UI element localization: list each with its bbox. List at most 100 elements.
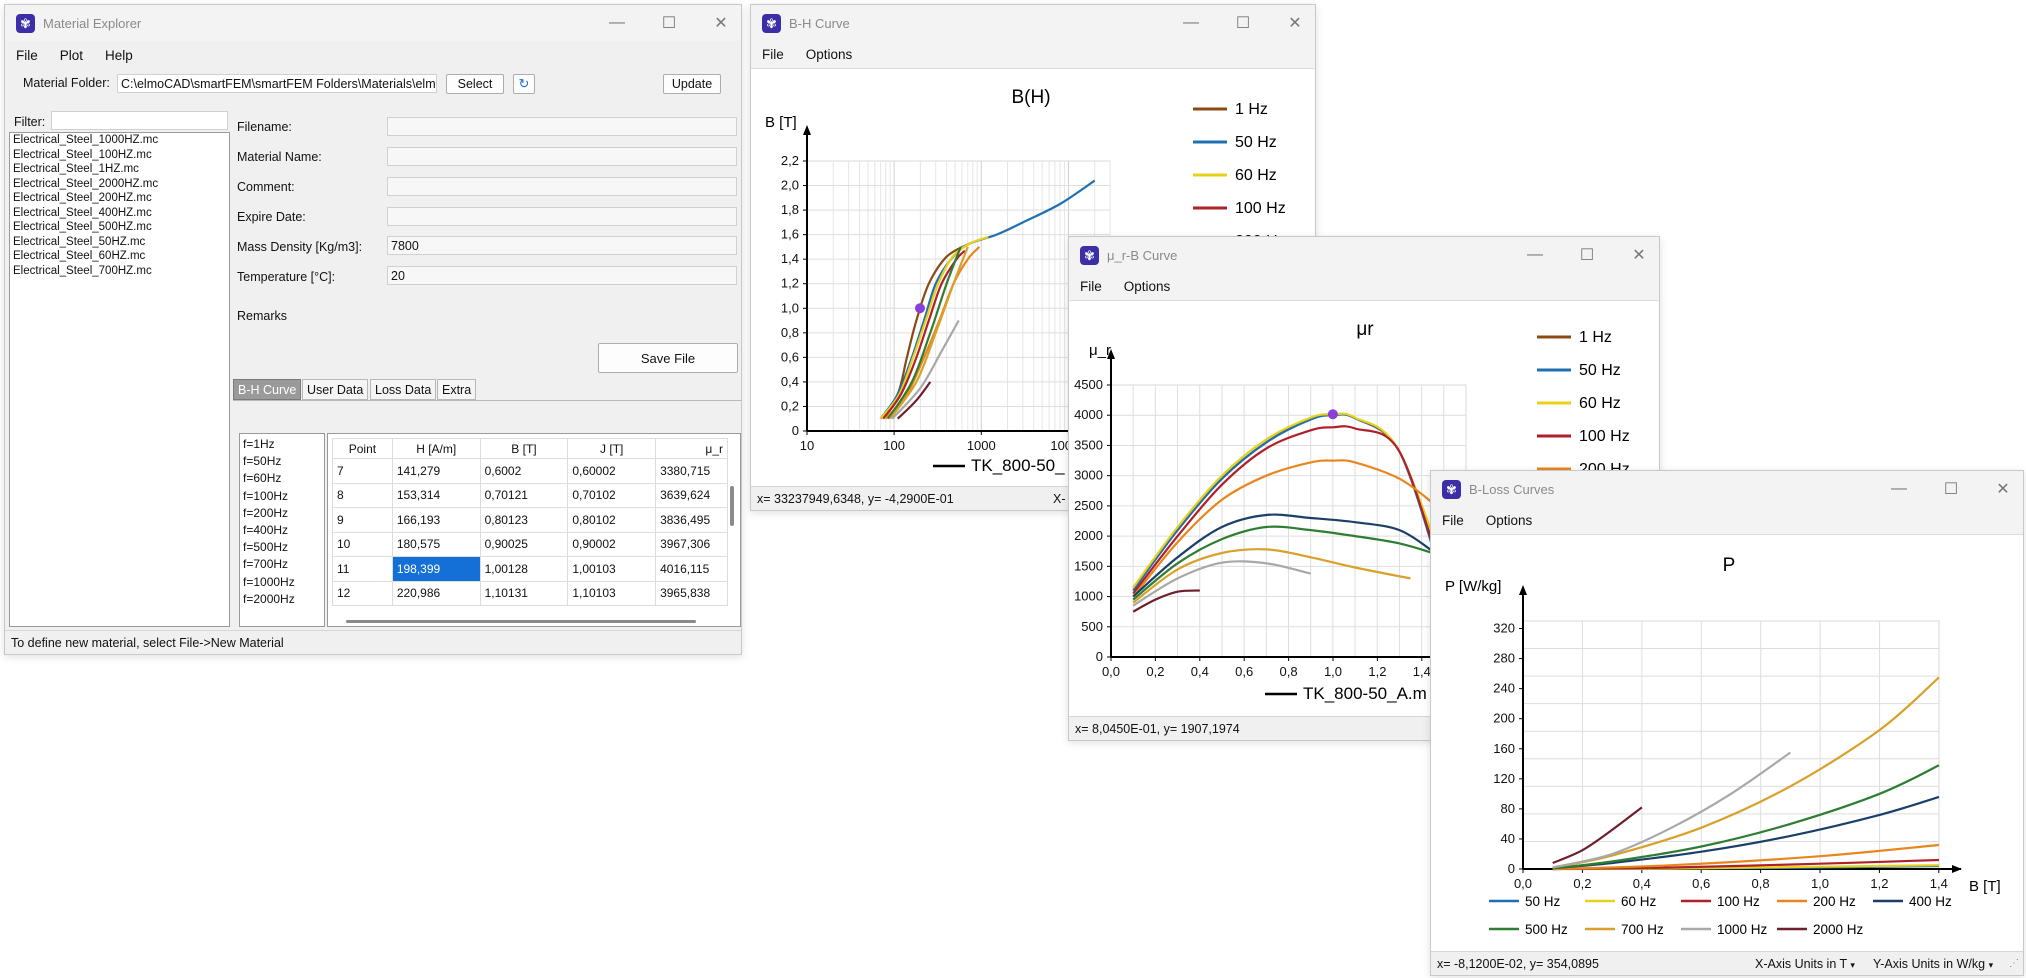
maximize-icon[interactable]: ☐ — [1943, 481, 1959, 498]
close-icon[interactable]: ✕ — [714, 15, 728, 32]
list-item[interactable]: f=500Hz — [243, 540, 289, 555]
table-cell[interactable]: 141,279 — [391, 458, 481, 484]
list-item[interactable]: f=1000Hz — [243, 574, 295, 589]
table-cell[interactable]: 166,193 — [391, 507, 481, 533]
table-cell[interactable]: 0,80102 — [567, 507, 657, 533]
list-item[interactable]: Electrical_Steel_1HZ.mc — [13, 163, 139, 175]
table-cell[interactable]: 0,90002 — [567, 531, 657, 557]
table-row[interactable]: 8 153,314 0,70121 0,70102 3639,624 — [332, 482, 728, 508]
close-icon[interactable]: ✕ — [1996, 481, 2010, 498]
table-cell[interactable]: 0,80123 — [479, 507, 569, 533]
table-cell[interactable]: 0,70102 — [567, 482, 657, 508]
list-item[interactable]: f=60Hz — [243, 471, 282, 486]
table-cell[interactable]: 3380,715 — [655, 458, 728, 484]
menu-options[interactable]: Options — [1485, 513, 1533, 528]
material-folder-field[interactable]: C:\elmoCAD\smartFEM\smartFEM Folders\Mat… — [117, 74, 437, 93]
refresh-button[interactable]: ↻ — [513, 74, 535, 94]
tab-user-data[interactable]: User Data — [302, 379, 369, 400]
minimize-icon[interactable]: — — [1183, 14, 1199, 31]
table-cell[interactable]: 1,10131 — [479, 580, 569, 606]
save-file-button[interactable]: Save File — [598, 343, 738, 373]
table-row[interactable]: 9 166,193 0,80123 0,80102 3836,495 — [332, 507, 728, 533]
list-item[interactable]: f=2000Hz — [243, 591, 295, 606]
material-name-field[interactable] — [387, 147, 737, 166]
list-item[interactable]: Electrical_Steel_1000HZ.mc — [13, 134, 159, 146]
list-item[interactable]: Electrical_Steel_200HZ.mc — [13, 192, 152, 204]
vertical-scrollbar[interactable] — [730, 486, 734, 526]
table-cell[interactable]: 1,10103 — [567, 580, 657, 606]
column-header[interactable]: Point — [332, 438, 393, 459]
resize-grip-icon[interactable]: ⋰ — [2009, 958, 2019, 969]
table-cell[interactable]: 8 — [332, 482, 393, 508]
mur-chart[interactable]: 0 500 1000 1500 2000 2500 3000 3500 4000 4500 0,0 0… — [1069, 301, 1660, 718]
table-cell[interactable]: 1,00103 — [567, 556, 657, 582]
table-cell[interactable]: 1,00128 — [479, 556, 569, 582]
table-cell[interactable]: 0,70121 — [479, 482, 569, 508]
y-units-dropdown[interactable]: Y-Axis Units in W/kg ▾ — [1873, 957, 1993, 971]
maximize-icon[interactable]: ☐ — [1235, 15, 1251, 32]
table-row[interactable]: 10 180,575 0,90025 0,90002 3967,306 — [332, 531, 728, 557]
table-cell[interactable]: 10 — [332, 531, 393, 557]
table-cell[interactable]: 4016,115 — [655, 556, 728, 582]
filename-field[interactable] — [387, 117, 737, 136]
filter-input[interactable] — [51, 111, 228, 130]
column-header[interactable]: μ_r — [655, 438, 728, 459]
menu-file[interactable]: File — [1080, 279, 1102, 294]
table-row[interactable]: 7 141,279 0,6002 0,60002 3380,715 — [332, 458, 728, 484]
material-file-list[interactable]: Electrical_Steel_1000HZ.mc Electrical_St… — [9, 132, 230, 627]
list-item[interactable]: Electrical_Steel_100HZ.mc — [13, 148, 152, 161]
table-cell[interactable]: 0,6002 — [479, 458, 569, 484]
list-item[interactable]: Electrical_Steel_500HZ.mc — [13, 221, 152, 233]
menu-file[interactable]: File — [1442, 513, 1464, 528]
minimize-icon[interactable]: — — [609, 14, 625, 31]
menu-file[interactable]: File — [762, 47, 784, 62]
loss-chart[interactable]: 0 40 80 120 160 200 240 280 320 0,0 0,2 0,4 0,6 0,8 1,… — [1431, 535, 2024, 953]
minimize-icon[interactable]: — — [1527, 246, 1543, 263]
list-item[interactable]: f=200Hz — [243, 505, 289, 520]
table-cell[interactable]: 3639,624 — [655, 482, 728, 508]
minimize-icon[interactable]: — — [1891, 480, 1907, 497]
menu-options[interactable]: Options — [1123, 279, 1171, 294]
expire-date-field[interactable] — [387, 207, 737, 226]
tab-bh-curve[interactable]: B-H Curve — [233, 379, 302, 400]
frequency-list[interactable]: f=1Hz f=50Hz f=60Hz f=100Hz f=200Hz f=40… — [239, 433, 325, 627]
list-item[interactable]: Electrical_Steel_700HZ.mc — [13, 264, 152, 277]
menu-plot[interactable]: Plot — [59, 47, 84, 63]
table-cell[interactable]: 12 — [332, 580, 393, 606]
list-item[interactable]: f=700Hz — [243, 557, 289, 572]
update-button[interactable]: Update — [663, 74, 721, 94]
tab-loss-data[interactable]: Loss Data — [370, 379, 437, 400]
mass-density-field[interactable]: 7800 — [387, 236, 737, 255]
table-cell[interactable]: 220,986 — [391, 580, 481, 606]
column-header[interactable]: J [T] — [567, 438, 657, 459]
list-item[interactable]: Electrical_Steel_60HZ.mc — [13, 250, 146, 262]
maximize-icon[interactable]: ☐ — [661, 15, 677, 32]
list-item[interactable]: Electrical_Steel_400HZ.mc — [13, 206, 152, 219]
table-cell[interactable]: 3836,495 — [655, 507, 728, 533]
table-cell[interactable]: 3965,838 — [655, 580, 728, 606]
bh-chart[interactable]: 0 0,2 0,4 0,6 0,8 1,0 1,2 1,4 1,6 1,8 2,0 2,2 10 100 1… — [751, 69, 1316, 488]
table-cell[interactable]: 180,575 — [391, 531, 481, 557]
table-cell[interactable]: 0,90025 — [479, 531, 569, 557]
table-cell[interactable]: 9 — [332, 507, 393, 533]
list-item[interactable]: Electrical_Steel_2000HZ.mc — [13, 177, 159, 190]
table-cell[interactable]: 0,60002 — [567, 458, 657, 484]
select-button[interactable]: Select — [446, 74, 504, 94]
list-item[interactable]: f=50Hz — [243, 454, 282, 469]
table-cell[interactable]: 153,314 — [391, 482, 481, 508]
menu-help[interactable]: Help — [105, 47, 133, 63]
x-units-dropdown[interactable]: X-Axis Units in T ▾ — [1755, 957, 1855, 971]
horizontal-scrollbar[interactable] — [346, 620, 696, 623]
list-item[interactable]: f=100Hz — [243, 488, 289, 503]
table-cell[interactable]: 7 — [332, 458, 393, 484]
table-cell[interactable]: 11 — [332, 556, 393, 582]
tab-extra[interactable]: Extra — [437, 379, 477, 400]
column-header[interactable]: H [A/m] — [391, 438, 481, 459]
list-item[interactable]: Electrical_Steel_50HZ.mc — [13, 235, 146, 248]
close-icon[interactable]: ✕ — [1288, 15, 1302, 32]
list-item[interactable]: f=1Hz — [243, 437, 275, 451]
menu-options[interactable]: Options — [805, 47, 853, 62]
list-item[interactable]: f=400Hz — [243, 522, 289, 537]
close-icon[interactable]: ✕ — [1632, 247, 1646, 264]
column-header[interactable]: B [T] — [479, 438, 569, 459]
